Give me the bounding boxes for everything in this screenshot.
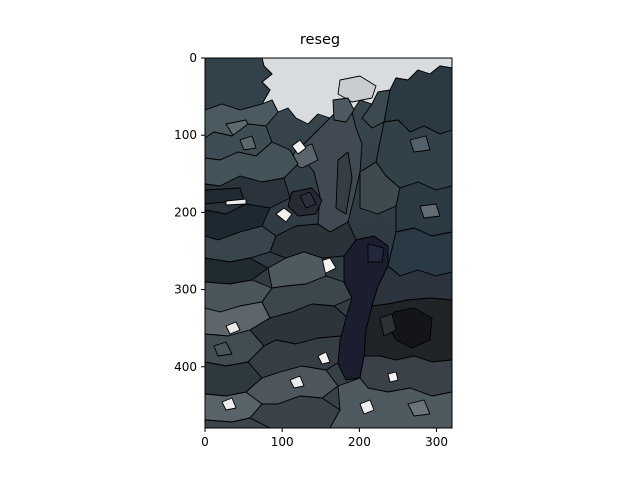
segmented-image — [205, 58, 452, 428]
y-tick-label: 300 — [174, 283, 197, 297]
axes-frame — [204, 57, 453, 429]
x-tick-label: 0 — [201, 435, 209, 449]
x-axis: 0 100 200 300 — [201, 428, 448, 449]
y-axis: 0 100 200 300 400 — [174, 51, 205, 374]
y-tick-label: 0 — [189, 51, 197, 65]
y-tick-label: 200 — [174, 205, 197, 219]
x-tick-label: 100 — [271, 435, 294, 449]
figure-title: reseg — [299, 32, 341, 48]
x-tick-label: 200 — [348, 435, 371, 449]
y-tick-label: 100 — [174, 128, 197, 142]
x-tick-label: 300 — [425, 435, 448, 449]
y-tick-label: 400 — [174, 360, 197, 374]
